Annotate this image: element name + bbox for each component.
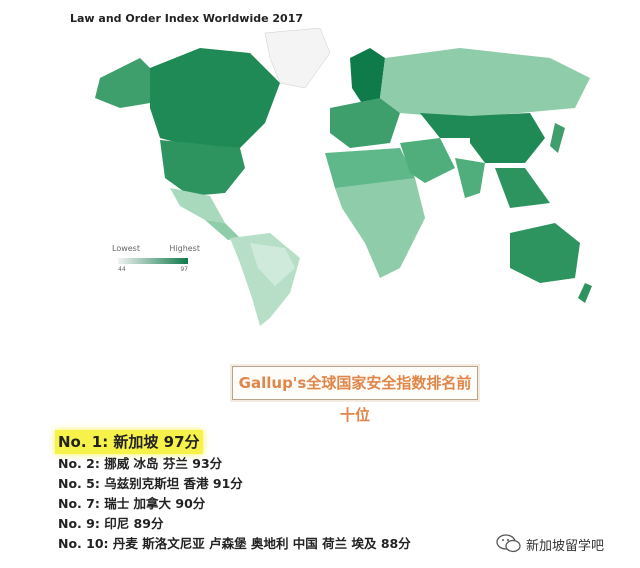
ranking-item: No. 5: 乌兹别克斯坦 香港 91分 (58, 476, 243, 491)
watermark-text: 新加坡留学吧 (526, 538, 605, 554)
map-title: Law and Order Index Worldwide 2017 (70, 12, 304, 25)
region-central-america (205, 220, 240, 240)
region-scandinavia (350, 48, 385, 108)
region-alaska (95, 58, 160, 108)
region-japan (550, 123, 565, 153)
ranking-item: No. 1: 新加坡 97分 (55, 430, 203, 454)
region-canada (150, 48, 280, 148)
region-russia (380, 48, 590, 118)
region-central-asia (420, 113, 475, 138)
legend-high-label: Highest (169, 244, 200, 253)
ranking-item: No. 2: 挪威 冰岛 芬兰 93分 (58, 456, 223, 471)
legend-gradient (118, 258, 188, 264)
ranking-item: No. 10: 丹麦 斯洛文尼亚 卢森堡 奥地利 中国 荷兰 埃及 88分 (58, 536, 411, 551)
ranking-item: No. 7: 瑞士 加拿大 90分 (58, 496, 206, 511)
region-southeast-asia (495, 168, 550, 208)
region-australia (510, 223, 580, 283)
region-new-zealand (578, 283, 592, 303)
region-china (470, 113, 545, 163)
region-sub-saharan-africa (335, 178, 425, 278)
region-india (455, 158, 485, 198)
watermark: 新加坡留学吧 (496, 534, 604, 554)
ranking-banner: Gallup's全球国家安全指数排名前十位 (232, 366, 478, 424)
ranking-item: No. 9: 印尼 89分 (58, 516, 164, 531)
region-middle-east (400, 138, 455, 183)
world-map (95, 28, 592, 326)
region-europe (330, 98, 400, 148)
region-greenland (264, 28, 331, 89)
legend-low-label: Lowest (112, 244, 140, 253)
region-usa (160, 140, 245, 196)
wechat-icon (496, 534, 521, 553)
region-north-africa (325, 148, 415, 188)
region-brazil (250, 243, 295, 286)
legend-max-value: 97 (180, 266, 188, 273)
legend-min-value: 44 (118, 266, 126, 273)
ranking-list: No. 1: 新加坡 97分 No. 2: 挪威 冰岛 芬兰 93分 No. 5… (55, 430, 411, 554)
region-mexico (170, 188, 225, 223)
